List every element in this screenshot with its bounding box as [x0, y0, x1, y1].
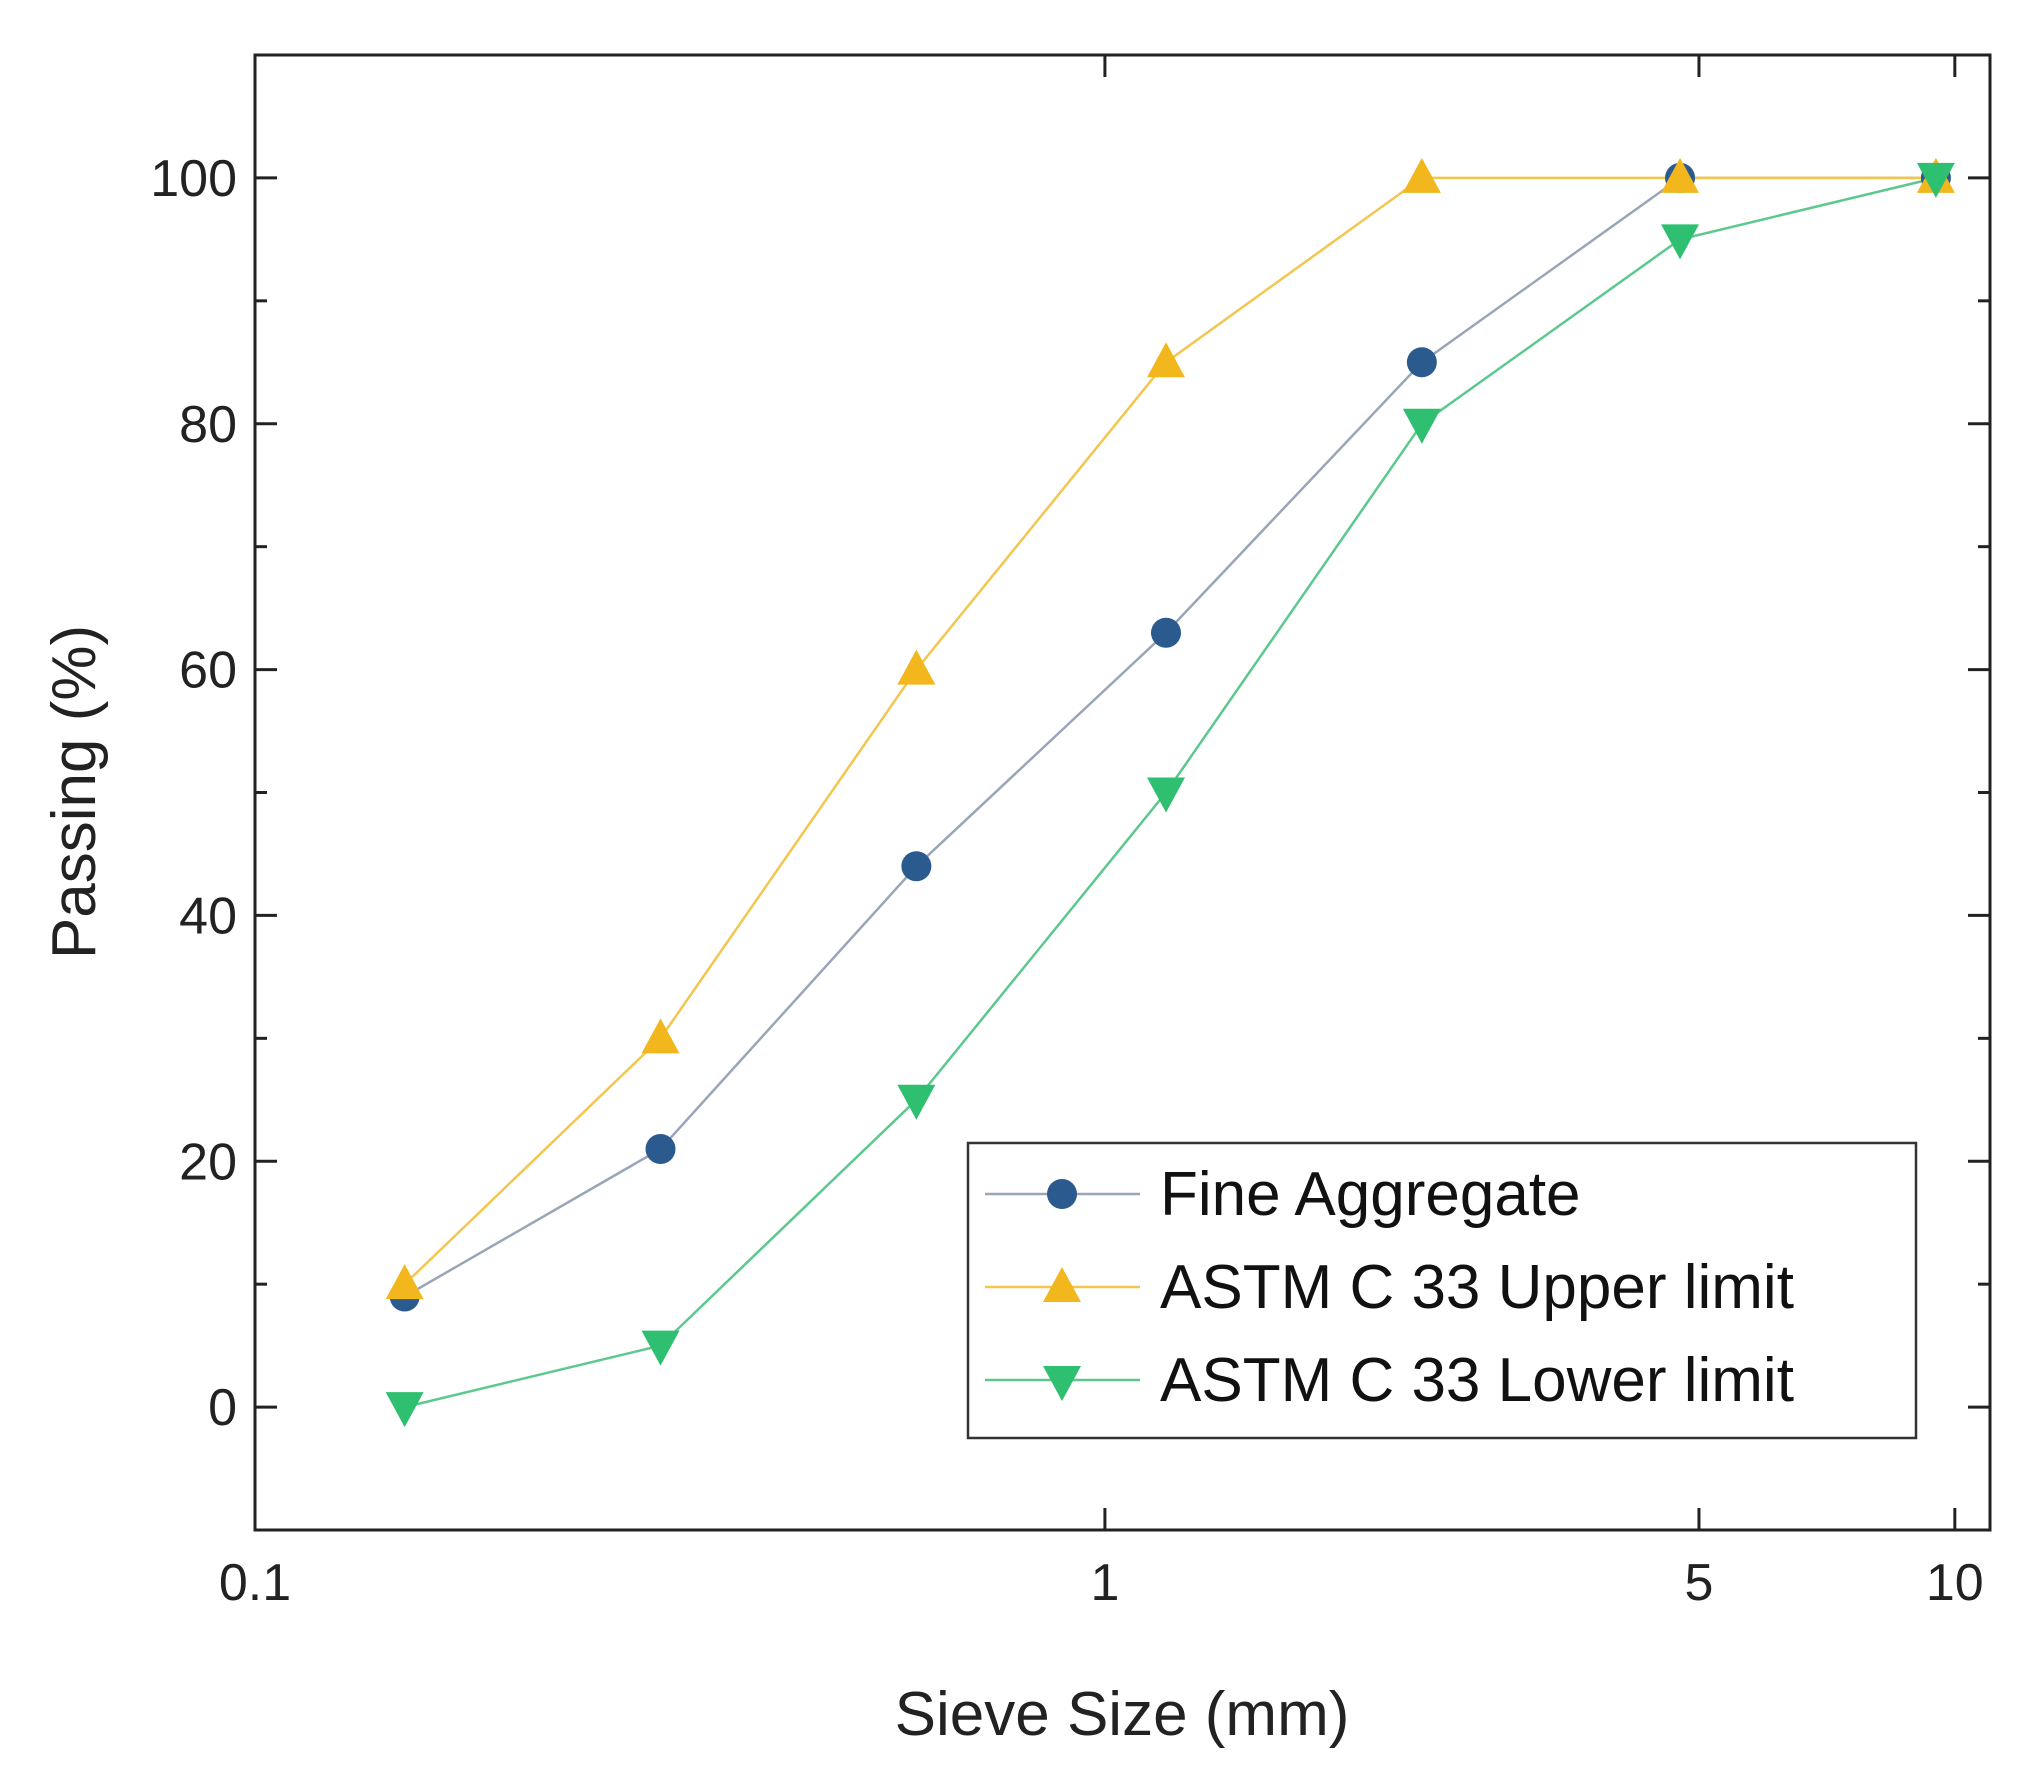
x-tick-label: 1	[1090, 1554, 1119, 1612]
data-point-s1-4	[1402, 157, 1441, 193]
y-axis-ticks: 0 20 40 60 80 100	[150, 150, 1990, 1437]
legend: Fine Aggregate ASTM C 33 Upper limit AST…	[966, 1141, 1918, 1440]
data-point-s1-3	[1147, 342, 1186, 378]
data-point-s2-2	[897, 1084, 936, 1120]
legend-label-upper-limit: ASTM C 33 Upper limit	[1160, 1253, 1794, 1322]
data-point-s0-1	[645, 1133, 676, 1164]
series-line-1	[403, 176, 1936, 1286]
x-axis-ticks: 0.1 1 5 10	[219, 55, 1984, 1612]
legend-marker-fine-aggregate	[1047, 1179, 1077, 1209]
legend-marker-upper-limit	[1043, 1267, 1081, 1302]
data-point-s2-0	[385, 1392, 424, 1428]
x-tick-label: 5	[1685, 1554, 1714, 1612]
y-tick-label: 0	[208, 1379, 237, 1437]
legend-marker-lower-limit	[1043, 1366, 1081, 1401]
data-point-s2-6	[1916, 162, 1955, 198]
legend-label-fine-aggregate: Fine Aggregate	[1160, 1160, 1581, 1229]
y-axis-title: Passing (%)	[40, 625, 109, 959]
x-axis-title: Sieve Size (mm)	[895, 1680, 1350, 1749]
data-point-s1-2	[897, 649, 936, 685]
data-point-s1-1	[641, 1018, 680, 1054]
data-point-s2-5	[1661, 224, 1700, 260]
data-point-s0-3	[1151, 617, 1182, 648]
x-tick-label: 0.1	[219, 1554, 291, 1612]
y-tick-label: 100	[150, 150, 237, 208]
y-tick-label: 60	[179, 642, 237, 700]
y-tick-label: 20	[179, 1133, 237, 1191]
legend-box	[966, 1141, 1918, 1440]
data-point-s2-1	[641, 1330, 680, 1366]
y-tick-label: 80	[179, 396, 237, 454]
data-point-s2-3	[1147, 777, 1186, 813]
series-line-0	[404, 176, 1936, 1298]
series-layer	[385, 157, 1955, 1428]
legend-label-lower-limit: ASTM C 33 Lower limit	[1160, 1346, 1794, 1415]
x-tick-label: 10	[1926, 1554, 1984, 1612]
data-point-s2-4	[1402, 408, 1441, 444]
data-point-s0-2	[901, 851, 932, 882]
y-tick-label: 40	[179, 887, 237, 945]
data-point-s0-4	[1406, 347, 1437, 378]
data-point-s1-0	[385, 1264, 424, 1300]
data-point-s1-5	[1661, 157, 1700, 193]
